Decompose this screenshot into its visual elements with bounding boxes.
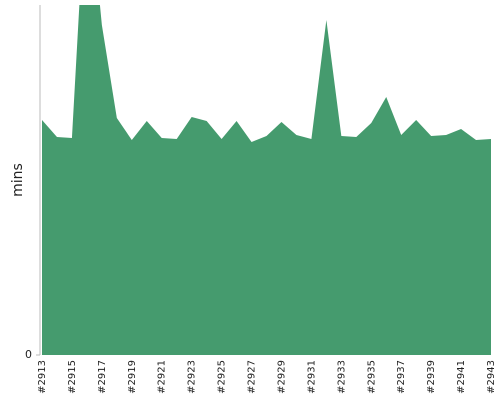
area [42,5,491,355]
x-tick-label: #2941 [456,360,467,394]
y-axis-label: mins [10,163,26,197]
x-tick-label: #2915 [67,360,78,394]
x-tick-label: #2933 [336,360,347,394]
x-tick-label: #2937 [396,360,407,394]
x-tick-label: #2923 [187,360,198,394]
x-tick-label: #2931 [306,360,317,394]
x-tick-label: #2935 [366,360,377,394]
x-tick-label: #2921 [157,360,168,394]
y-tick-label: 0 [25,348,32,361]
x-tick-label: #2913 [37,360,48,394]
x-tick-label: #2919 [127,360,138,394]
x-tick-label: #2943 [486,360,497,394]
plot-area [42,5,491,355]
x-tick-label: #2939 [426,360,437,394]
x-tick-label: #2917 [97,360,108,394]
x-tick-label: #2925 [217,360,228,394]
x-tick-label: #2927 [247,360,258,394]
x-tick-label: #2929 [276,360,287,394]
